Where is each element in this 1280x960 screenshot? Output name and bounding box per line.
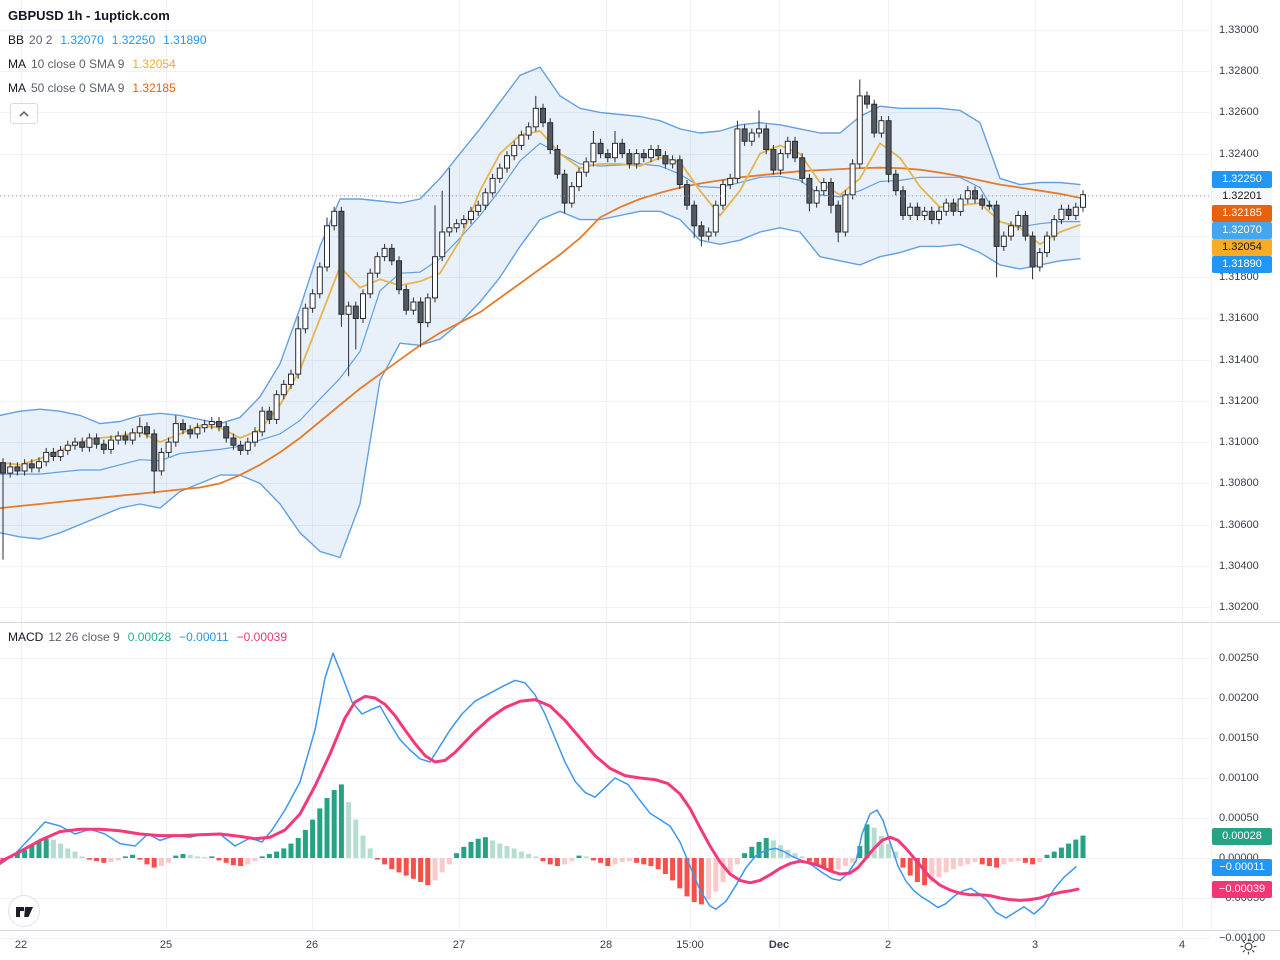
price-tick-label: 1.30400 (1219, 560, 1259, 572)
macd-name: MACD (8, 630, 44, 644)
moving-averages (0, 130, 1081, 510)
macd-badge: 0.00028 (1212, 827, 1272, 845)
time-tick-label: 27 (452, 939, 466, 951)
ma50-name: MA (8, 81, 26, 95)
macd-badge: −0.00039 (1212, 880, 1272, 898)
macd-tick-label: 0.00050 (1219, 812, 1259, 824)
price-tick-label: 1.30200 (1219, 601, 1259, 613)
ma50-params: 50 close 0 SMA 9 (31, 81, 125, 95)
collapse-legend-button[interactable] (10, 103, 38, 124)
bb-upper-line (0, 66, 1081, 425)
symbol-title[interactable]: GBPUSD 1h - 1uptick.com (8, 8, 170, 23)
price-badge: 1.32054 (1212, 238, 1272, 256)
ma10-params: 10 close 0 SMA 9 (31, 57, 125, 71)
tradingview-logo[interactable] (8, 895, 40, 927)
time-tick-label: 28 (599, 939, 613, 951)
price-badge: 1.32185 (1212, 204, 1272, 222)
bb-params: 20 2 (29, 33, 53, 47)
tradingview-logo-icon (8, 895, 40, 927)
macd-tick-label: 0.00250 (1219, 652, 1259, 664)
ma50-line (0, 166, 1081, 510)
price-tick-label: 1.31000 (1219, 436, 1259, 448)
indicator-legend-bb[interactable]: BB 20 2 1.32070 1.32250 1.31890 (8, 33, 207, 47)
macd-line (0, 652, 1077, 919)
candles (0, 79, 1086, 560)
price-tick-label: 1.31200 (1219, 395, 1259, 407)
price-badge: 1.32250 (1212, 170, 1272, 188)
macd-signal-value: −0.00039 (236, 630, 288, 644)
ma10-value: 1.32054 (132, 57, 176, 71)
price-tick-label: 1.31600 (1219, 312, 1259, 324)
bb-basis-value: 1.32070 (60, 33, 104, 47)
ma10-name: MA (8, 57, 26, 71)
time-tick-label: 3 (1031, 939, 1039, 951)
price-tick-label: 1.32800 (1219, 65, 1259, 77)
ma50-value: 1.32185 (132, 81, 176, 95)
price-badge: 1.32070 (1212, 221, 1272, 239)
indicator-legend-ma10[interactable]: MA 10 close 0 SMA 9 1.32054 (8, 57, 176, 71)
macd-tick-label: 0.00150 (1219, 732, 1259, 744)
time-tick-label: Dec (768, 939, 790, 951)
macd-signal-line (0, 694, 1080, 902)
macd-tick-label: 0.00100 (1219, 772, 1259, 784)
price-badge: 1.31890 (1212, 255, 1272, 273)
time-tick-label: 26 (305, 939, 319, 951)
bb-lower-value: 1.31890 (163, 33, 207, 47)
price-tick-label: 1.30800 (1219, 477, 1259, 489)
bb-name: BB (8, 33, 25, 47)
macd-badge: −0.00011 (1212, 858, 1272, 876)
time-tick-label: 25 (159, 939, 173, 951)
macd-histogram (0, 784, 1086, 905)
sun-icon (1240, 938, 1257, 955)
theme-toggle-button[interactable] (1239, 937, 1258, 956)
macd-tick-label: 0.00200 (1219, 692, 1259, 704)
macd-lines (0, 652, 1080, 919)
price-tick-label: 1.32600 (1219, 106, 1259, 118)
bb-lower-line (0, 210, 1081, 559)
bb-basis-line (0, 142, 1081, 475)
price-tick-label: 1.31400 (1219, 354, 1259, 366)
time-tick-label: 4 (1178, 939, 1186, 951)
ma10-line (0, 130, 1081, 466)
price-tick-label: 1.33000 (1219, 24, 1259, 36)
time-tick-label: 2 (884, 939, 892, 951)
macd-params: 12 26 close 9 (48, 630, 120, 644)
bb-upper-value: 1.32250 (111, 33, 156, 47)
price-badge: 1.32201 (1212, 187, 1272, 205)
price-tick-label: 1.32400 (1219, 148, 1259, 160)
indicator-legend-ma50[interactable]: MA 50 close 0 SMA 9 1.32185 (8, 81, 176, 95)
price-tick-label: 1.30600 (1219, 519, 1259, 531)
chevron-up-icon (19, 110, 29, 116)
time-tick-label: 15:00 (676, 939, 704, 951)
macd-hist-value: 0.00028 (127, 630, 172, 644)
macd-line-value: −0.00011 (179, 630, 229, 644)
time-tick-label: 22 (14, 939, 28, 951)
price-tick-label: 1.31800 (1219, 271, 1259, 283)
indicator-legend-macd[interactable]: MACD 12 26 close 9 0.00028 −0.00011 −0.00039 (8, 630, 287, 644)
